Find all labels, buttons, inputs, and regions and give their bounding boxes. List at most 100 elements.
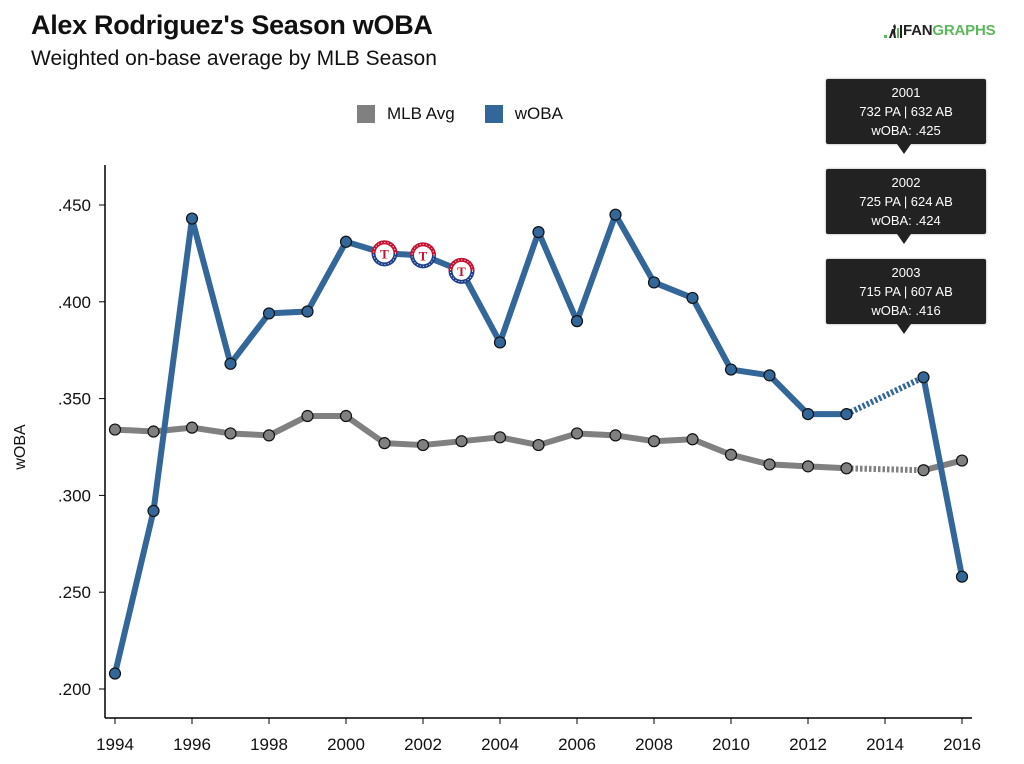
mlb-avg-point[interactable] bbox=[301, 409, 314, 423]
woba-point[interactable] bbox=[493, 336, 507, 349]
mlb-avg-point[interactable] bbox=[339, 409, 353, 423]
tooltip-woba: wOBA: .416 bbox=[871, 303, 941, 318]
tooltip-year: 2001 bbox=[891, 85, 921, 100]
mlb-avg-point[interactable] bbox=[493, 431, 507, 444]
mlb-avg-point[interactable] bbox=[455, 435, 468, 448]
logo-dots bbox=[411, 243, 435, 267]
mlb-avg-point[interactable] bbox=[801, 460, 815, 473]
mlb-avg-line-segment bbox=[574, 430, 619, 439]
tooltip-year: 2002 bbox=[891, 175, 921, 190]
woba-line-segment bbox=[535, 229, 580, 325]
woba-point[interactable] bbox=[147, 504, 160, 517]
woba-point[interactable] bbox=[108, 667, 122, 680]
mlb-avg-point[interactable] bbox=[147, 425, 160, 438]
rangers-logo-icon[interactable]: T bbox=[371, 240, 398, 267]
tooltip-pa-ab: 715 PA | 607 AB bbox=[859, 284, 953, 299]
woba-point[interactable] bbox=[917, 371, 930, 384]
woba-point[interactable] bbox=[840, 407, 853, 421]
legend-item-woba[interactable]: wOBA bbox=[484, 104, 563, 124]
mlb-avg-point[interactable] bbox=[224, 427, 237, 440]
woba-point[interactable] bbox=[301, 305, 314, 318]
mlb-avg-line-segment bbox=[150, 424, 195, 435]
tooltip-arrow bbox=[897, 234, 911, 244]
woba-point[interactable] bbox=[339, 235, 353, 248]
mlb-avg-point[interactable] bbox=[724, 448, 738, 461]
mlb-avg-line-segment bbox=[420, 438, 465, 449]
rangers-logo-icon[interactable]: T bbox=[448, 257, 475, 284]
batter-icon bbox=[884, 23, 902, 38]
mlb-avg-point[interactable] bbox=[763, 458, 776, 471]
tooltip-pa-ab: 725 PA | 624 AB bbox=[859, 194, 953, 209]
woba-point[interactable] bbox=[647, 276, 661, 289]
woba-point[interactable] bbox=[686, 291, 699, 305]
woba-line-segment bbox=[728, 366, 773, 379]
mlb-avg-point[interactable] bbox=[647, 435, 661, 448]
mlb-avg-point[interactable] bbox=[609, 429, 622, 442]
chart-subtitle: Weighted on-base average by MLB Season bbox=[31, 47, 437, 70]
woba-line-segment bbox=[266, 308, 311, 317]
woba-point[interactable] bbox=[262, 307, 276, 320]
mlb-avg-point[interactable] bbox=[185, 421, 199, 434]
logo-center bbox=[414, 246, 432, 265]
chart-legend: MLB Avg wOBA bbox=[357, 104, 593, 124]
woba-point[interactable] bbox=[609, 208, 622, 221]
mlb-avg-point[interactable] bbox=[917, 464, 930, 477]
mlb-avg-point[interactable] bbox=[262, 429, 276, 442]
mlb-avg-point[interactable] bbox=[570, 427, 584, 440]
fangraphs-logo[interactable]: FAN GRAPHS bbox=[884, 22, 996, 39]
woba-point[interactable] bbox=[724, 363, 738, 376]
tooltip-year: 2003 bbox=[891, 265, 921, 280]
x-tick-label: 1996 bbox=[173, 735, 211, 754]
mlb-avg-line-segment bbox=[227, 430, 272, 439]
mlb-avg-point[interactable] bbox=[840, 462, 853, 475]
woba-point[interactable] bbox=[955, 570, 969, 583]
logo-dots bbox=[373, 241, 396, 265]
woba-line-segment bbox=[458, 267, 503, 346]
tooltip-woba: wOBA: .424 bbox=[871, 213, 941, 228]
woba-point[interactable] bbox=[763, 369, 776, 382]
legend-label-mlb-avg: MLB Avg bbox=[387, 104, 455, 123]
x-tick-label: 2008 bbox=[635, 735, 673, 754]
woba-line-segment bbox=[574, 211, 619, 325]
woba-point[interactable] bbox=[224, 357, 237, 370]
mlb-avg-point[interactable] bbox=[686, 433, 699, 446]
legend-swatch-mlb-avg bbox=[357, 105, 375, 123]
mlb-avg-point[interactable] bbox=[955, 454, 969, 467]
legend-item-mlb-avg[interactable]: MLB Avg bbox=[357, 104, 455, 124]
mlb-avg-point[interactable] bbox=[108, 423, 122, 436]
logo-center bbox=[452, 261, 471, 280]
mlb-avg-line-segment bbox=[458, 434, 503, 445]
x-tick-label: 2004 bbox=[481, 735, 519, 754]
woba-line-segment bbox=[497, 229, 542, 346]
y-tick-label: .400 bbox=[58, 293, 91, 312]
tooltip-2002: 2002 725 PA | 624 AB wOBA: .424 bbox=[826, 169, 986, 244]
woba-line-segment bbox=[227, 310, 272, 367]
y-tick-label: .350 bbox=[58, 390, 91, 409]
mlb-avg-point[interactable] bbox=[416, 438, 430, 452]
logo-text-fan: FAN bbox=[903, 22, 933, 39]
mlb-avg-point[interactable] bbox=[378, 437, 391, 450]
mlb-avg-line-segment bbox=[805, 463, 850, 472]
rangers-logo-icon[interactable]: T bbox=[410, 242, 436, 269]
x-tick-label: 2000 bbox=[327, 735, 365, 754]
mlb-avg-line-segment bbox=[266, 413, 311, 439]
axes: .200 .250 .300 .350 .400 .450 wOBA 1994 1996 1998… bbox=[12, 165, 981, 754]
mlb-avg-point[interactable] bbox=[532, 438, 545, 452]
y-tick-label: .300 bbox=[58, 486, 91, 505]
woba-point[interactable] bbox=[532, 226, 545, 239]
mlb-avg-line-segment bbox=[189, 424, 234, 437]
y-tick-label: .250 bbox=[58, 583, 91, 602]
woba-line-segment bbox=[612, 211, 657, 286]
x-tick-label: 2002 bbox=[404, 735, 442, 754]
x-tick-label: 1994 bbox=[96, 735, 134, 754]
legend-swatch-woba bbox=[484, 105, 503, 123]
woba-point[interactable] bbox=[801, 407, 815, 421]
woba-point[interactable] bbox=[570, 315, 584, 328]
x-tick-label: 2010 bbox=[712, 735, 750, 754]
series-points: T T T bbox=[108, 208, 969, 680]
logo-letter: T bbox=[419, 248, 428, 263]
woba-point[interactable] bbox=[185, 212, 199, 225]
mlb-avg-line-segment bbox=[343, 413, 388, 447]
logo-letter: T bbox=[457, 264, 466, 279]
